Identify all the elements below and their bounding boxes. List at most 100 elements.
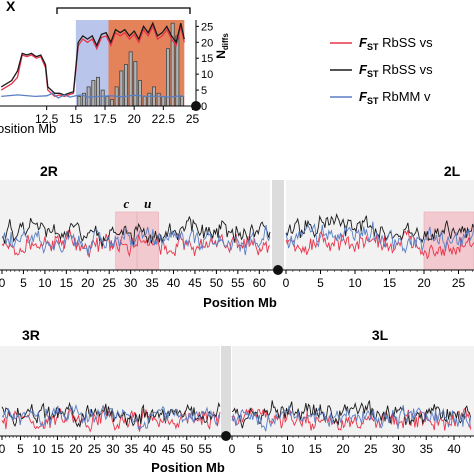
legend-entry: FST RbSS vs xyxy=(359,62,433,79)
legend-entry: FST RbMM v xyxy=(359,89,431,106)
xtick-label: 55 xyxy=(199,442,213,456)
inversion-label: c xyxy=(123,196,129,211)
xtick-label: 35 xyxy=(145,276,159,290)
panel-3: 3R 3L 0 5 10 15 20 25 30 35 40 45 50 55 0 5 10 15 20 25 30… xyxy=(0,327,474,474)
panel-x-bracket xyxy=(56,7,191,14)
panel-x-xtick-label: 22.5 xyxy=(152,112,176,126)
ndiffs-bar xyxy=(119,70,124,107)
ndiffs-bar xyxy=(138,80,142,107)
xtick-label: 15 xyxy=(383,276,397,290)
series-line xyxy=(1,224,271,256)
panel-x-xtick-label: 25 xyxy=(186,112,200,126)
panel-x-xtick-label: 15 xyxy=(69,112,83,126)
xtick-label: 0 xyxy=(283,276,290,290)
xtick-label: 5 xyxy=(317,276,324,290)
xtick-label: 0 xyxy=(0,276,6,290)
panel-x-ytick-label: 0 xyxy=(201,101,207,113)
ndiffs-bar xyxy=(142,96,147,107)
panel-3-lines xyxy=(1,400,472,433)
xtick-label: 35 xyxy=(125,442,139,456)
xtick-label: 10 xyxy=(281,442,295,456)
xtick-label: 40 xyxy=(447,442,461,456)
panel-x-xtick-label: 17.5 xyxy=(93,112,117,126)
panel-3-xlabel: Position Mb xyxy=(151,460,225,474)
xtick-label: 40 xyxy=(167,276,181,290)
panel-x-title: X xyxy=(6,0,16,14)
xtick-label: 15 xyxy=(51,442,65,456)
xtick-label: 15 xyxy=(60,276,74,290)
xtick-label: 40 xyxy=(143,442,157,456)
panel-x-series-2 xyxy=(1,92,185,99)
ndiffs-bar xyxy=(77,96,82,107)
xtick-label: 20 xyxy=(336,442,350,456)
ndiffs-bar xyxy=(133,61,138,107)
panel-2-lines xyxy=(1,212,474,260)
panel-x-series-0 xyxy=(0,24,185,98)
series-line xyxy=(285,212,474,244)
series-line xyxy=(285,221,474,254)
panel-2l-label: 2L xyxy=(444,163,461,179)
panel-x-series-1 xyxy=(0,21,185,96)
ndiffs-bar xyxy=(110,99,114,107)
ndiffs-bar xyxy=(96,76,100,107)
xtick-label: 20 xyxy=(81,276,95,290)
panel-3-xticks: 0 5 10 15 20 25 30 35 40 45 50 55 0 5 10 15 20 25 30 35 40 xyxy=(0,436,471,456)
ndiffs-bar xyxy=(156,92,161,107)
panel-x-ytick-label: 20 xyxy=(201,37,213,49)
ndiffs-bar xyxy=(128,51,133,107)
panel-x: X 12.5 15 17.5 20 22.5 25 0 5 10 15 20 25 Ndiffs o… xyxy=(0,0,230,136)
panel-x-yticks: 0 5 10 15 20 25 xyxy=(196,21,213,113)
xtick-label: 30 xyxy=(124,276,138,290)
panel-3-centromere-dot xyxy=(221,431,231,441)
series-line xyxy=(1,215,271,247)
xtick-label: 20 xyxy=(69,442,83,456)
panel-x-xlabel: osition Mb xyxy=(0,121,56,136)
xtick-label: 30 xyxy=(392,442,406,456)
xtick-label: 5 xyxy=(20,276,27,290)
xtick-label: 55 xyxy=(231,276,245,290)
panel-2-centromere-dot xyxy=(273,265,283,275)
xtick-label: 0 xyxy=(0,442,6,456)
centromere-dot xyxy=(191,101,201,111)
panel-x-ytick-label: 15 xyxy=(201,53,213,65)
panel-2r-label: 2R xyxy=(40,163,58,179)
panel-2-xticks: 0 5 10 15 20 25 30 35 40 45 50 55 60 0 5 10 15 20 25 xyxy=(0,270,473,290)
xtick-label: 45 xyxy=(188,276,202,290)
panel-2-centromere-gap xyxy=(272,180,284,270)
panel-3-centromere-gap xyxy=(221,346,231,436)
xtick-label: 10 xyxy=(38,276,52,290)
series-line xyxy=(1,403,221,430)
ndiffs-bar xyxy=(124,64,128,107)
panel-x-xticks: 12.5 15 17.5 20 22.5 25 xyxy=(35,106,200,126)
ndiffs-bar xyxy=(105,96,110,107)
xtick-label: 20 xyxy=(417,276,431,290)
ndiffs-bar xyxy=(91,80,96,107)
ndiffs-bar xyxy=(147,92,152,107)
series-line xyxy=(231,404,472,432)
xtick-label: 25 xyxy=(452,276,466,290)
xtick-label: 25 xyxy=(364,442,378,456)
ndiffs-bar xyxy=(161,96,166,107)
panel-x-lines xyxy=(0,21,185,99)
panel-x-ylabel: Ndiffs xyxy=(214,33,230,59)
xtick-label: 30 xyxy=(106,442,120,456)
xtick-label: 5 xyxy=(256,442,263,456)
panel-3l-label: 3L xyxy=(372,327,389,343)
panel-x-ytick-label: 10 xyxy=(201,69,213,81)
xtick-label: 25 xyxy=(103,276,117,290)
xtick-label: 45 xyxy=(162,442,176,456)
panel-3r-label: 3R xyxy=(22,327,40,343)
series-line xyxy=(231,400,472,429)
xtick-label: 15 xyxy=(309,442,323,456)
panel-2-xlabel: Position Mb xyxy=(203,295,277,310)
xtick-label: 60 xyxy=(253,276,267,290)
panel-x-xtick-label: 20 xyxy=(127,112,141,126)
panel-x-xtick-label: 12.5 xyxy=(35,112,59,126)
xtick-label: 0 xyxy=(229,442,236,456)
legend: FST RbSS vs FST RbSS vs FST RbMM v xyxy=(330,35,433,106)
panel-x-ytick-label: 25 xyxy=(201,21,213,33)
legend-entry: FST RbSS vs xyxy=(359,35,433,52)
xtick-label: 50 xyxy=(180,442,194,456)
